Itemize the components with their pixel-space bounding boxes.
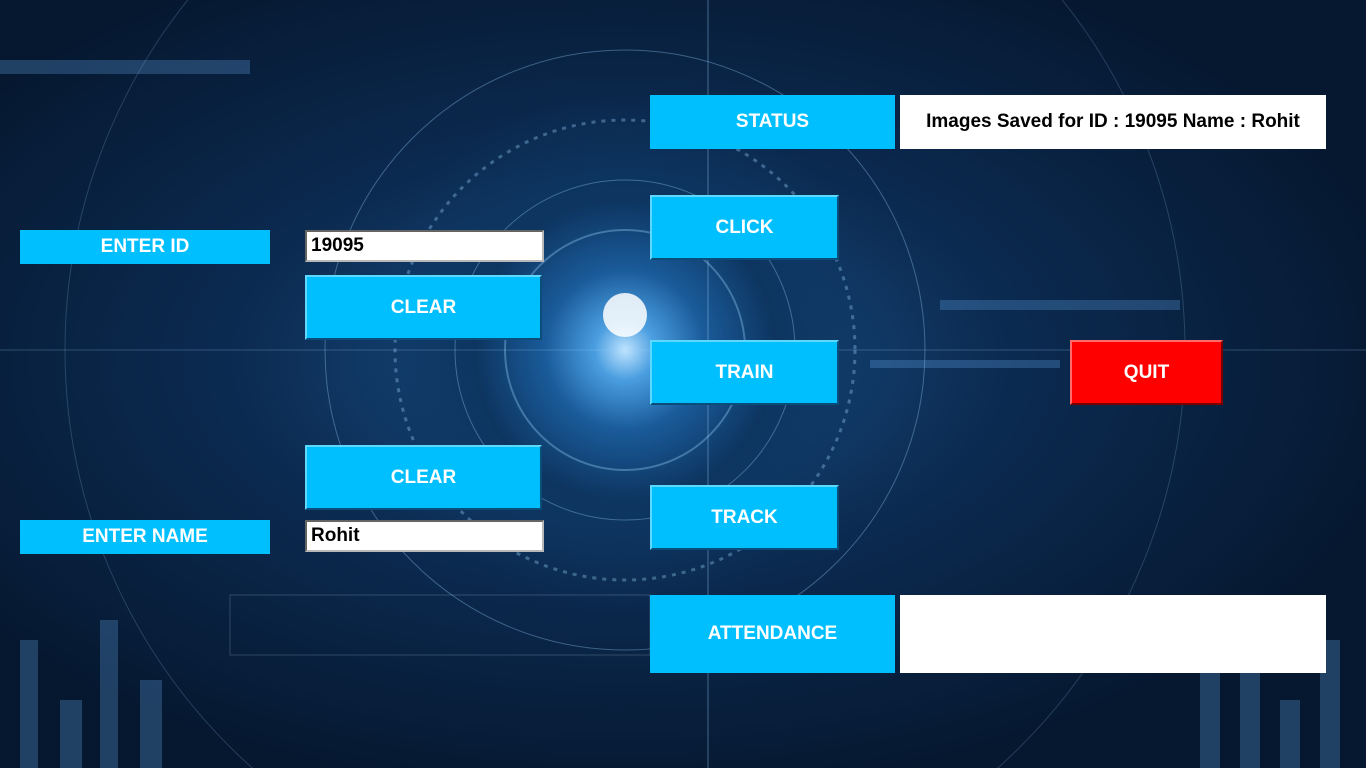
- attendance-output: [900, 595, 1326, 673]
- status-label: STATUS: [650, 95, 895, 149]
- name-input[interactable]: Rohit: [305, 520, 544, 552]
- train-button[interactable]: TRAIN: [650, 340, 839, 405]
- status-message: Images Saved for ID : 19095 Name : Rohit: [900, 95, 1326, 149]
- track-button[interactable]: TRACK: [650, 485, 839, 550]
- clear-name-button[interactable]: CLEAR: [305, 445, 542, 510]
- click-button[interactable]: CLICK: [650, 195, 839, 260]
- quit-button[interactable]: QUIT: [1070, 340, 1223, 405]
- id-input[interactable]: 19095: [305, 230, 544, 262]
- enter-id-label: ENTER ID: [20, 230, 270, 264]
- attendance-label: ATTENDANCE: [650, 595, 895, 673]
- clear-id-button[interactable]: CLEAR: [305, 275, 542, 340]
- enter-name-label: ENTER NAME: [20, 520, 270, 554]
